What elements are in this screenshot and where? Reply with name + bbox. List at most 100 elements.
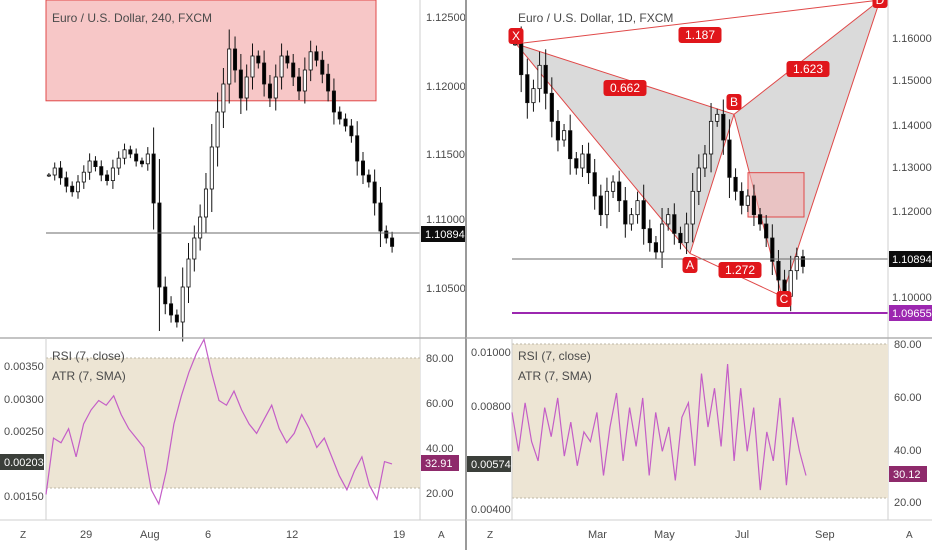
candlestick-series: [46, 29, 395, 342]
candle-body: [770, 237, 775, 262]
pattern-point-d-bg: [872, 0, 888, 8]
candle-body: [629, 214, 634, 225]
auto-scale-button[interactable]: Z: [20, 530, 26, 541]
supply-zone: [45, 0, 377, 102]
candle-body: [198, 216, 203, 239]
chart-title: Euro / U.S. Dollar, 240, FXCM: [52, 11, 212, 25]
candle: [794, 247, 799, 280]
pattern-ratio-bg: [718, 262, 762, 278]
atr-axis: 0.00350 0.00300 0.00250 0.00150: [4, 361, 44, 503]
candle-body: [128, 149, 133, 155]
candle: [592, 158, 597, 210]
candle: [151, 127, 156, 230]
candle-body: [672, 214, 677, 234]
candle-body: [93, 160, 98, 167]
candle: [745, 189, 750, 213]
candle: [58, 161, 63, 185]
candle-body: [757, 214, 763, 225]
candle: [708, 102, 714, 173]
candle: [366, 169, 371, 188]
candle-body: [678, 232, 683, 244]
candle: [326, 63, 331, 102]
candle-body: [262, 62, 267, 85]
candle-body: [279, 55, 284, 78]
auto-scale-button[interactable]: A: [438, 530, 445, 541]
pattern-point-x-text: X: [512, 29, 520, 43]
pattern-ratio-text: 1.272: [725, 263, 755, 277]
candle-body: [764, 223, 769, 239]
candle: [75, 175, 80, 199]
rsi-tick: 20.00: [894, 497, 922, 509]
rsi-tick: 60.00: [426, 398, 454, 410]
candle: [267, 74, 272, 108]
atr-tick: 0.01000: [471, 347, 511, 359]
candle: [659, 207, 665, 269]
candle: [598, 184, 603, 227]
candle-body: [331, 90, 336, 113]
candle: [337, 106, 342, 125]
price-tick: 1.10000: [892, 292, 932, 304]
rsi-axis: 80.00 60.00 40.00 20.00: [426, 353, 454, 500]
candle: [770, 224, 775, 276]
candle: [629, 207, 634, 231]
candle: [227, 29, 232, 104]
time-tick: Sep: [815, 529, 835, 541]
candle-body: [46, 174, 51, 177]
chart-title: Euro / U.S. Dollar, 1D, FXCM: [518, 11, 673, 25]
price-tick: 1.12000: [426, 81, 466, 93]
candle-body: [81, 171, 86, 183]
candle: [604, 177, 610, 229]
candle-body: [549, 92, 554, 122]
pattern-point-b-bg: [726, 94, 742, 110]
candle: [531, 79, 536, 112]
candle: [672, 203, 677, 245]
auto-scale-button[interactable]: Z: [487, 530, 493, 541]
candle-body: [145, 153, 150, 165]
candle-body: [708, 120, 714, 155]
candle: [757, 207, 763, 231]
auto-scale-button[interactable]: A: [906, 530, 913, 541]
candle: [244, 64, 249, 111]
candle: [690, 172, 695, 243]
time-axis: 29 Aug 6 12 19: [80, 529, 405, 541]
candle: [145, 147, 150, 171]
atr-tick: 0.00400: [471, 504, 511, 516]
rsi-value-badge: 30.12: [889, 466, 927, 482]
harmonic-pattern: [514, 0, 881, 299]
candle: [221, 67, 226, 129]
atr-tick: 0.00800: [471, 401, 511, 413]
candle: [273, 64, 278, 111]
candle: [776, 249, 781, 292]
candle-body: [169, 303, 174, 316]
candle-body: [598, 195, 603, 216]
price-tick: 1.12500: [426, 12, 466, 24]
time-tick: May: [654, 529, 675, 541]
time-tick: Jul: [735, 529, 749, 541]
candle: [653, 235, 659, 259]
candle: [256, 50, 261, 69]
rsi-line: [511, 363, 807, 491]
candle-body: [250, 55, 255, 78]
candle-body: [361, 160, 366, 176]
candle: [291, 53, 296, 87]
price-tick: 1.15000: [892, 75, 932, 87]
candle-body: [690, 190, 695, 225]
rsi-axis: 80.00 60.00 40.00 20.00: [894, 339, 922, 509]
candle-body: [139, 160, 144, 165]
candle-body: [151, 153, 156, 204]
candle: [87, 153, 92, 180]
candle: [297, 67, 302, 101]
candle-body: [355, 135, 360, 162]
time-axis: Mar May Jul Sep: [588, 529, 835, 541]
candle-body: [525, 74, 530, 104]
candle-body: [751, 195, 757, 216]
price-axis: 1.12500 1.12000 1.11500 1.11000 1.10500: [426, 12, 466, 295]
candle: [549, 77, 554, 138]
candle: [99, 160, 104, 182]
rsi-tick: 60.00: [894, 392, 922, 404]
candle-body: [776, 260, 781, 281]
pattern-ratio-bg: [603, 80, 647, 96]
candle-body: [64, 177, 69, 187]
candle: [285, 50, 290, 69]
atr-value-badge: 0.00203: [0, 454, 44, 470]
